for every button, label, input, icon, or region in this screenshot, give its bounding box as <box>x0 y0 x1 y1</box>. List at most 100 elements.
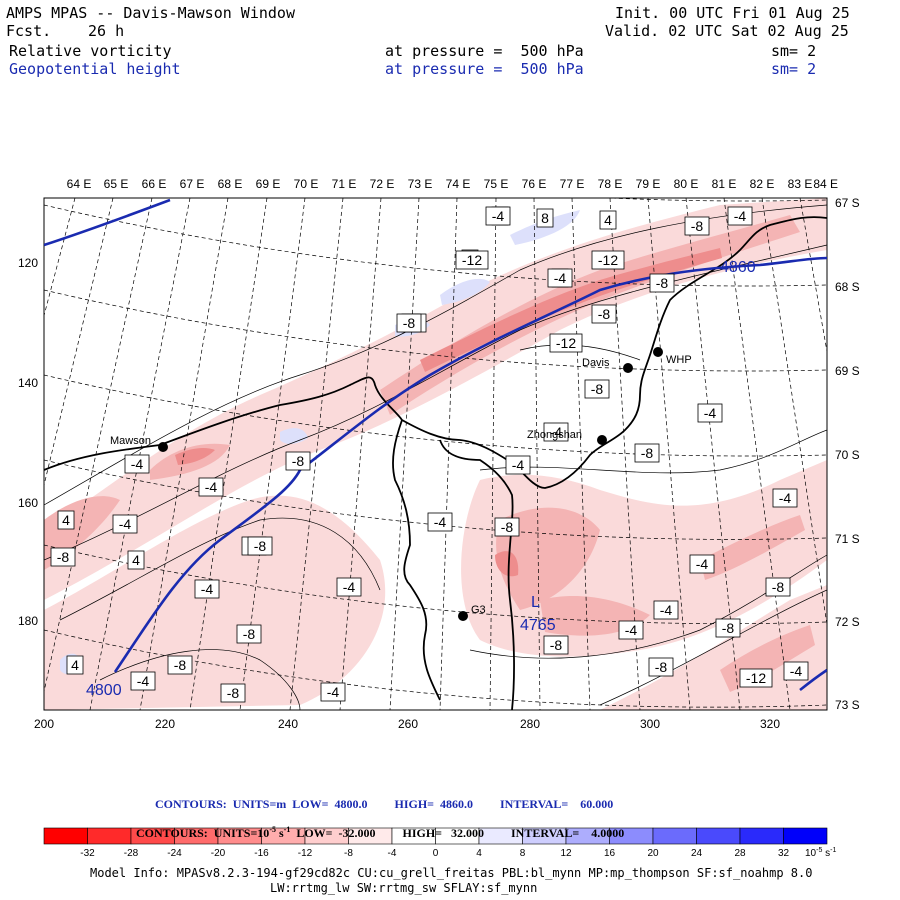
vorticity-label: -8 <box>634 443 660 463</box>
colorbar-swatch <box>43 827 88 845</box>
lon-label: 74 E <box>446 177 471 191</box>
vorticity-label-box <box>599 210 617 230</box>
vorticity-contour-info: CONTOURS: UNITS=10-5 s-1 LOW= -32.000 HI… <box>136 825 625 840</box>
y-tick-label: 120 <box>18 256 38 270</box>
vorticity-label-text: -12 <box>556 335 576 351</box>
vorticity-label-box <box>783 661 809 681</box>
colorbar-tick-label: -8 <box>344 848 353 859</box>
station-marker <box>653 347 663 357</box>
vorticity-label-text: -4 <box>625 622 638 638</box>
lon-label: 80 E <box>674 177 699 191</box>
vorticity-label-box <box>584 379 610 399</box>
coast-line <box>392 419 441 701</box>
vort-band <box>440 278 490 305</box>
vorticity-label-box <box>198 477 224 497</box>
x-tick-label: 300 <box>640 717 660 731</box>
lon-label: 71 E <box>332 177 357 191</box>
vorticity-label-text: -4 <box>201 581 214 597</box>
vorticity-label-text: -12 <box>746 670 766 686</box>
vorticity-label-box <box>634 443 660 463</box>
meridian <box>489 198 497 710</box>
y-tick-label: 160 <box>18 496 38 510</box>
lat-label: 68 S <box>835 280 860 294</box>
vorticity-label-text: 8 <box>541 210 549 226</box>
vorticity-label-box <box>285 451 311 471</box>
station-label: G3 <box>471 604 486 616</box>
vorticity-label: -4 <box>727 206 753 226</box>
vorticity-label-box <box>547 268 573 288</box>
meridian <box>139 198 229 710</box>
colorbar-tick-label: 20 <box>647 848 659 859</box>
vorticity-label-text: -8 <box>243 626 256 642</box>
colorbar-labels: -32 -28 -24 -20 -16 -12 -8 -4 0 4 8 12 16 20 24 28 32 <box>80 848 789 859</box>
meridian <box>389 198 420 710</box>
vorticity-label-text: -4 <box>779 490 792 506</box>
vorticity-label-text: -8 <box>772 579 785 595</box>
vorticity-label-box <box>396 313 422 333</box>
lon-label: 67 E <box>180 177 205 191</box>
station-label: Zhongshan <box>527 429 582 441</box>
vorticity-label-box <box>536 208 554 228</box>
vorticity-label-box <box>57 510 75 530</box>
station-label: WHP <box>666 354 692 366</box>
vorticity-label-box <box>591 304 617 324</box>
axes: 200 220 240 260 280 300 320 120 140 160 … <box>18 177 860 731</box>
lon-label: 83 E <box>788 177 813 191</box>
x-tick-label: 260 <box>398 717 418 731</box>
lon-label: 64 E <box>67 177 92 191</box>
vorticity-label-text: -8 <box>655 659 668 675</box>
colorbar-tick-label: -20 <box>211 848 226 859</box>
x-tick-label: 220 <box>155 717 175 731</box>
lat-label: 69 S <box>835 364 860 378</box>
colorbar-tick-label: 24 <box>691 848 703 859</box>
vorticity-label-box <box>66 655 84 675</box>
vorticity-label: 8 <box>536 208 554 228</box>
coast-line <box>439 439 515 710</box>
vorticity-label-text: -8 <box>403 315 416 331</box>
field1-smoothing: sm= 2 <box>771 42 817 60</box>
vorticity-label-box <box>765 577 791 597</box>
stations: Mawson Davis WHP Zhongshan G3 <box>110 347 692 621</box>
vorticity-label-text: -8 <box>501 519 514 535</box>
field2-smoothing: sm= 2 <box>771 60 817 78</box>
meridian <box>799 198 827 354</box>
station-label: Davis <box>582 357 610 369</box>
vorticity-label: -8 <box>285 451 311 471</box>
vorticity-label-box <box>320 682 346 702</box>
vorticity-label-box <box>684 216 710 236</box>
vort-contour <box>59 517 381 621</box>
colorbar-tick-label: -16 <box>254 848 269 859</box>
vorticity-label-text: 4 <box>71 657 79 673</box>
vorticity-label: -4 <box>198 477 224 497</box>
vort-band <box>44 198 827 600</box>
valid-time: Valid. 02 UTC Sat 02 Aug 25 <box>605 22 849 40</box>
low-center-label: L <box>531 594 540 611</box>
vorticity-label-text: -4 <box>137 673 150 689</box>
vorticity-label: -8 <box>715 618 741 638</box>
height-contour-4860 <box>299 256 827 472</box>
vorticity-label-text: -8 <box>57 549 70 565</box>
vorticity-label: 4 <box>66 655 84 675</box>
colorbar-unit: 10-5 s-1 <box>805 847 836 859</box>
vorticity-label-box <box>591 250 625 270</box>
vorticity-label-text: -4 <box>790 663 803 679</box>
vorticity-label: -12 <box>455 250 489 270</box>
plot-title: AMPS MPAS -- Davis-Mawson Window <box>6 4 295 22</box>
vorticity-label-box <box>697 403 723 423</box>
vorticity-label: -4 <box>689 554 715 574</box>
height-contour-4860 <box>44 198 171 247</box>
lon-label: 70 E <box>294 177 319 191</box>
height-contours <box>44 198 827 692</box>
vorticity-label-box <box>336 577 362 597</box>
field2-level: at pressure = 500 hPa <box>385 60 584 78</box>
vorticity-label-text: -4 <box>554 270 567 286</box>
vorticity-label: 4 <box>127 550 145 570</box>
vorticity-label-box <box>455 250 489 270</box>
colorbar-tick-label: -24 <box>167 848 182 859</box>
vort-band <box>510 210 580 245</box>
vorticity-label-text: -8 <box>550 637 563 653</box>
vorticity-label-box <box>236 624 262 644</box>
height-contour-info: CONTOURS: UNITS=m LOW= 4800.0 HIGH= 4860… <box>155 797 614 811</box>
vorticity-label-text: -8 <box>641 445 654 461</box>
vorticity-label-box <box>689 554 715 574</box>
